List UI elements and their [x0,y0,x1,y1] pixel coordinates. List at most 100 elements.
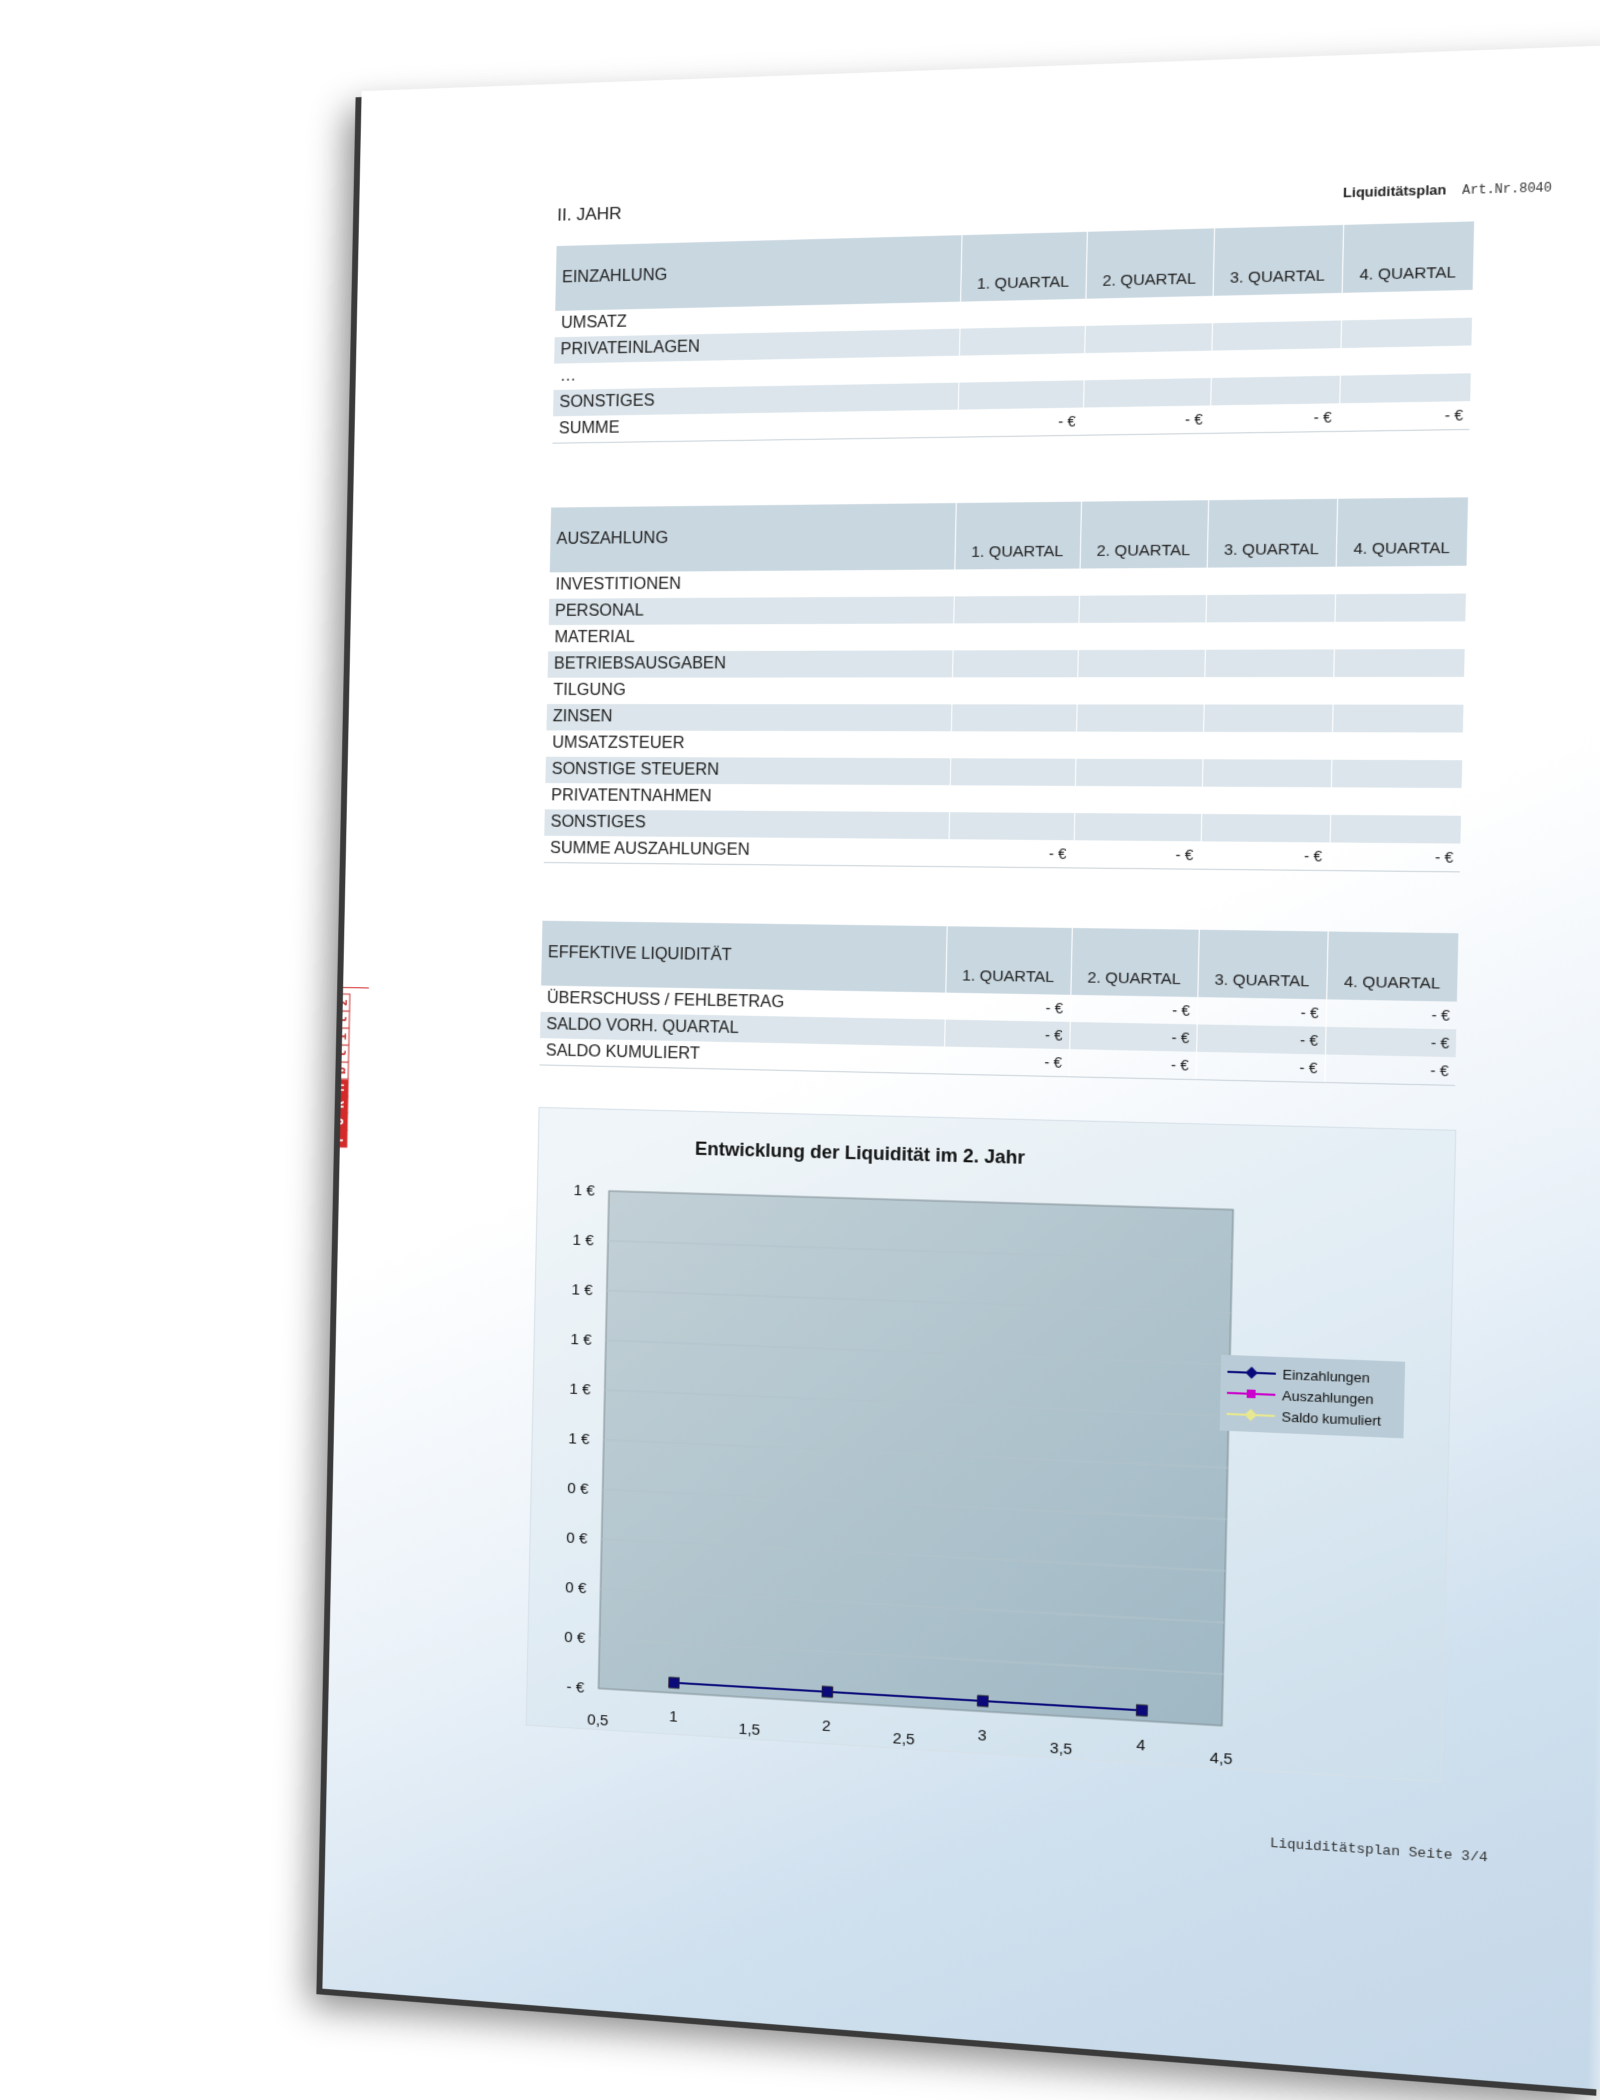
row-label: ZINSEN [546,704,952,732]
table-row: ZINSEN [546,704,1464,733]
cell[interactable] [1211,292,1342,324]
cell[interactable] [953,568,1080,597]
cell[interactable] [1076,677,1205,705]
cell[interactable] [1074,758,1203,787]
value-cell: - € [944,992,1071,1022]
cell[interactable] [958,353,1085,383]
cell[interactable] [949,785,1075,814]
cell[interactable] [1200,813,1331,843]
cell[interactable] [1339,373,1471,404]
cell[interactable] [948,812,1075,841]
cell[interactable] [1204,649,1334,678]
einzahlung-title: EINZAHLUNG [555,235,962,311]
cell[interactable] [951,677,1078,705]
cell[interactable] [959,298,1086,329]
cell[interactable] [1331,732,1462,760]
cell[interactable] [1084,295,1213,326]
liquiditaet-title: EFFEKTIVE LIQUIDITÄT [541,920,947,993]
cell[interactable] [1203,704,1333,733]
cell[interactable] [1073,813,1202,842]
cell[interactable] [1333,649,1465,678]
cell[interactable] [958,325,1085,356]
auszahlung-q2: 2. QUARTAL [1079,500,1209,569]
value-cell: - € [1195,1051,1325,1083]
chart-canvas: - € 0 € 0 € 0 € 0 € 1 € 1 € 1 € 1 € 1 € 1 € 0,5 1 1,5… [564,1182,1456,1769]
cell[interactable] [1075,731,1204,760]
legend-swatch [1227,1365,1276,1380]
cell[interactable] [1334,621,1466,649]
y-tick-label: 0 € [565,1579,587,1597]
value-cell: - € [944,1019,1070,1050]
y-tick-label: 0 € [566,1529,588,1547]
legend-swatch [1226,1408,1275,1423]
page-footer: Liquiditätsplan Seite 3/4 [1269,1835,1488,1866]
value-cell: - € [943,1046,1070,1077]
table-row: TILGUNG [547,677,1464,705]
cell[interactable] [950,704,1077,732]
cell[interactable] [1084,323,1212,354]
cell[interactable] [1078,567,1207,596]
cell[interactable] [1201,759,1332,788]
data-point [1136,1705,1147,1716]
cell[interactable] [1331,704,1464,733]
cell[interactable] [1334,593,1466,622]
cell[interactable] [1211,320,1342,351]
cell[interactable] [1329,814,1461,844]
cell[interactable] [1074,785,1202,814]
plot-area [599,1191,1234,1726]
y-tick-label: 0 € [564,1629,586,1648]
document-page: II. JAHR Liquiditätsplan Art.Nr.8040 EIN… [322,43,1600,2090]
cell[interactable] [1206,566,1336,596]
cell[interactable] [1205,594,1335,623]
logo-letter: O [330,1112,348,1131]
sum-value: - € [1338,401,1471,432]
logo-letter: i [332,1027,350,1046]
cell[interactable] [1340,317,1473,349]
cell[interactable] [950,731,1077,759]
year-label: II. JAHR [557,203,622,225]
x-tick-label: 2 [822,1717,831,1735]
sum-value: - € [1209,403,1340,434]
cell[interactable] [1330,787,1461,815]
cell[interactable] [1201,786,1331,815]
value-cell: - € [1196,997,1327,1027]
article-number: Art.Nr.8040 [1462,180,1553,199]
cell[interactable] [1210,375,1340,406]
cell[interactable] [1077,649,1205,678]
einzahlung-q1: 1. QUARTAL [960,231,1087,302]
cell[interactable] [1340,345,1472,375]
auszahlung-table: AUSZAHLUNG 1. QUARTAL 2. QUARTAL 3. QUAR… [543,497,1469,872]
cell[interactable] [951,650,1078,678]
cell[interactable] [1076,704,1204,732]
row-label: BETRIEBSAUSGABEN [547,650,953,678]
table-row: MATERIAL [548,621,1466,652]
y-tick-label: 1 € [573,1182,595,1200]
cell[interactable] [1341,290,1473,321]
cell[interactable] [1083,378,1211,408]
document-header: Liquiditätsplan Art.Nr.8040 [1343,179,1552,202]
row-label: INVESTITIONEN [549,569,955,599]
liquiditaet-q2: 2. QUARTAL [1070,927,1199,998]
cell[interactable] [1202,731,1332,760]
cell[interactable] [952,622,1079,651]
cell[interactable] [1203,677,1334,705]
auszahlung-q1: 1. QUARTAL [954,501,1081,570]
value-cell: - € [1069,1021,1197,1052]
data-point [822,1686,833,1697]
cell[interactable] [1078,595,1207,623]
data-point [669,1677,679,1688]
cell[interactable] [1077,622,1206,651]
cell[interactable] [957,380,1084,410]
legend-label: Einzahlungen [1282,1366,1371,1386]
cell[interactable] [1210,348,1341,379]
logo-rule [329,986,369,989]
cell[interactable] [1335,566,1467,595]
sum-value: - € [1073,840,1201,870]
cell[interactable] [1333,677,1464,705]
cell[interactable] [1204,621,1335,650]
cell[interactable] [1330,759,1463,789]
cell[interactable] [953,595,1079,624]
cell[interactable] [949,758,1076,786]
value-cell: - € [1324,1026,1457,1058]
cell[interactable] [1083,350,1212,381]
